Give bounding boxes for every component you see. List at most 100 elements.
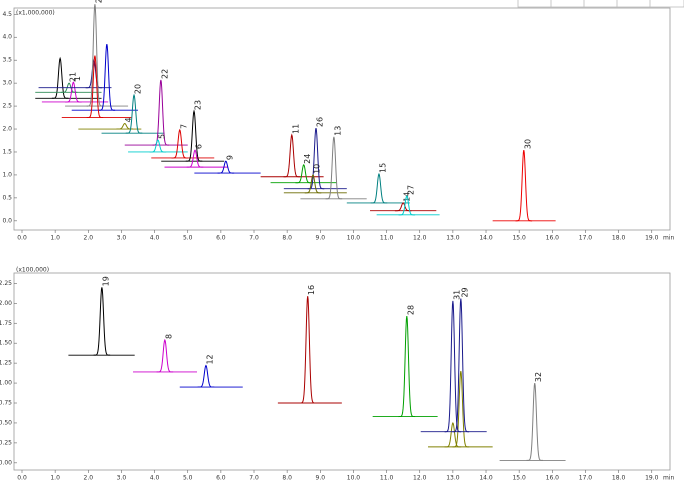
y-tick-label: 2.25: [0, 280, 12, 287]
peak: [299, 296, 316, 404]
x-tick-label: 3.0: [117, 235, 127, 242]
y-tick-label: 2.0: [2, 126, 12, 133]
x-tick-label: 8.0: [282, 235, 292, 242]
x-tick-label: 7.0: [249, 235, 259, 242]
corner-table: [517, 0, 684, 8]
peak-label: 27: [406, 185, 415, 195]
peak: [186, 149, 204, 168]
peak: [444, 421, 462, 448]
x-tick-label: 13.0: [446, 475, 460, 482]
y-tick-label: 1.5: [2, 148, 12, 155]
x-tick-label: 5.0: [183, 235, 193, 242]
peak: [156, 338, 174, 373]
peak: [60, 82, 78, 93]
plot-frame: [13, 272, 671, 471]
peak-label: 22: [160, 69, 169, 79]
x-tick-label: 1.0: [50, 475, 60, 482]
peak: [295, 163, 313, 184]
peak-label: 26: [315, 117, 324, 127]
x-tick-label: 14.0: [479, 475, 493, 482]
peak-label: 32: [534, 372, 543, 382]
x-tick-label: 12.0: [413, 475, 427, 482]
peak-label: 10: [313, 164, 322, 174]
peak: [93, 287, 111, 356]
y-tick-label: 1.00: [0, 380, 12, 387]
peak: [452, 298, 470, 433]
x-tick-label: 2.0: [84, 235, 94, 242]
peak: [444, 300, 462, 433]
x-tick-label: 4.0: [150, 475, 160, 482]
x-tick-label: 7.0: [249, 475, 259, 482]
peak-label: 28: [406, 305, 415, 315]
x-tick-label: 16.0: [546, 475, 560, 482]
x-tick-label: 0.0: [17, 235, 27, 242]
x-tick-label: 10.0: [347, 475, 361, 482]
plot-frame: [13, 7, 671, 231]
peak-label: 24: [303, 154, 312, 164]
x-tick-label: 2.0: [84, 475, 94, 482]
y-axis-label: (x100,000): [16, 267, 49, 274]
x-tick-label: 9.0: [316, 475, 326, 482]
x-tick-label: 0.0: [17, 475, 27, 482]
peak-label: 7: [179, 124, 188, 129]
y-tick-label: 0.0: [2, 217, 12, 224]
x-tick-label: 9.0: [316, 235, 326, 242]
y-tick-label: 3.0: [2, 80, 12, 87]
y-tick-label: 1.50: [0, 340, 12, 347]
peak-label: 11: [291, 124, 300, 134]
x-tick-label: 19.0: [645, 235, 659, 242]
peak-label: 1: [73, 76, 82, 81]
x-axis-label: min: [663, 235, 675, 242]
peak: [283, 133, 301, 178]
peak: [86, 4, 104, 107]
y-tick-label: 0.25: [0, 439, 12, 446]
peak-label: 23: [194, 100, 203, 110]
peak-label: 25: [94, 0, 103, 3]
y-tick-label: 2.5: [2, 103, 12, 110]
chart-panel: (x1,000,000) min 0.0 1.0 2.0 3.0 4.0 5.0 6.0 7.0 8…: [2, 0, 674, 242]
x-tick-label: 18.0: [612, 475, 626, 482]
y-tick-label: 1.0: [2, 171, 12, 178]
peak: [152, 79, 170, 146]
x-tick-label: 6.0: [216, 235, 226, 242]
x-tick-label: 3.0: [117, 475, 127, 482]
y-tick-label: 2.00: [0, 300, 12, 307]
x-tick-label: 8.0: [282, 475, 292, 482]
peak: [197, 364, 215, 388]
peak: [51, 56, 69, 99]
y-tick-label: 0.00: [0, 459, 12, 466]
x-tick-label: 16.0: [546, 235, 560, 242]
chart-panel: (x100,000) min 0.0 1.0 2.0 3.0 4.0 5.0 6.0 7.0 8.0…: [0, 267, 675, 482]
peak-label: 19: [101, 276, 110, 286]
y-tick-label: 1.75: [0, 320, 12, 327]
x-tick-label: 19.0: [645, 475, 659, 482]
peak: [98, 44, 116, 111]
y-tick-label: 1.25: [0, 360, 12, 367]
x-tick-label: 18.0: [612, 235, 626, 242]
peak-label: 30: [523, 139, 532, 149]
peak: [325, 136, 343, 200]
y-axis-label: (x1,000,000): [16, 10, 55, 17]
x-tick-label: 4.0: [150, 235, 160, 242]
x-tick-label: 13.0: [446, 235, 460, 242]
peak-label: 15: [378, 163, 387, 173]
x-tick-label: 15.0: [512, 235, 526, 242]
peak: [125, 93, 143, 134]
x-tick-label: 12.0: [413, 235, 427, 242]
x-tick-label: 11.0: [380, 235, 394, 242]
peak: [398, 316, 416, 418]
peak: [185, 109, 203, 162]
peak: [65, 81, 82, 103]
peak: [304, 174, 322, 194]
peak: [452, 371, 470, 448]
peak-label: 4: [124, 117, 133, 122]
x-tick-label: 11.0: [380, 475, 394, 482]
x-tick-label: 17.0: [579, 235, 593, 242]
y-tick-label: 4.0: [2, 34, 12, 41]
y-tick-label: 3.5: [2, 57, 12, 64]
x-tick-label: 6.0: [216, 475, 226, 482]
peak-label: 9: [225, 155, 234, 160]
x-tick-label: 14.0: [479, 235, 493, 242]
